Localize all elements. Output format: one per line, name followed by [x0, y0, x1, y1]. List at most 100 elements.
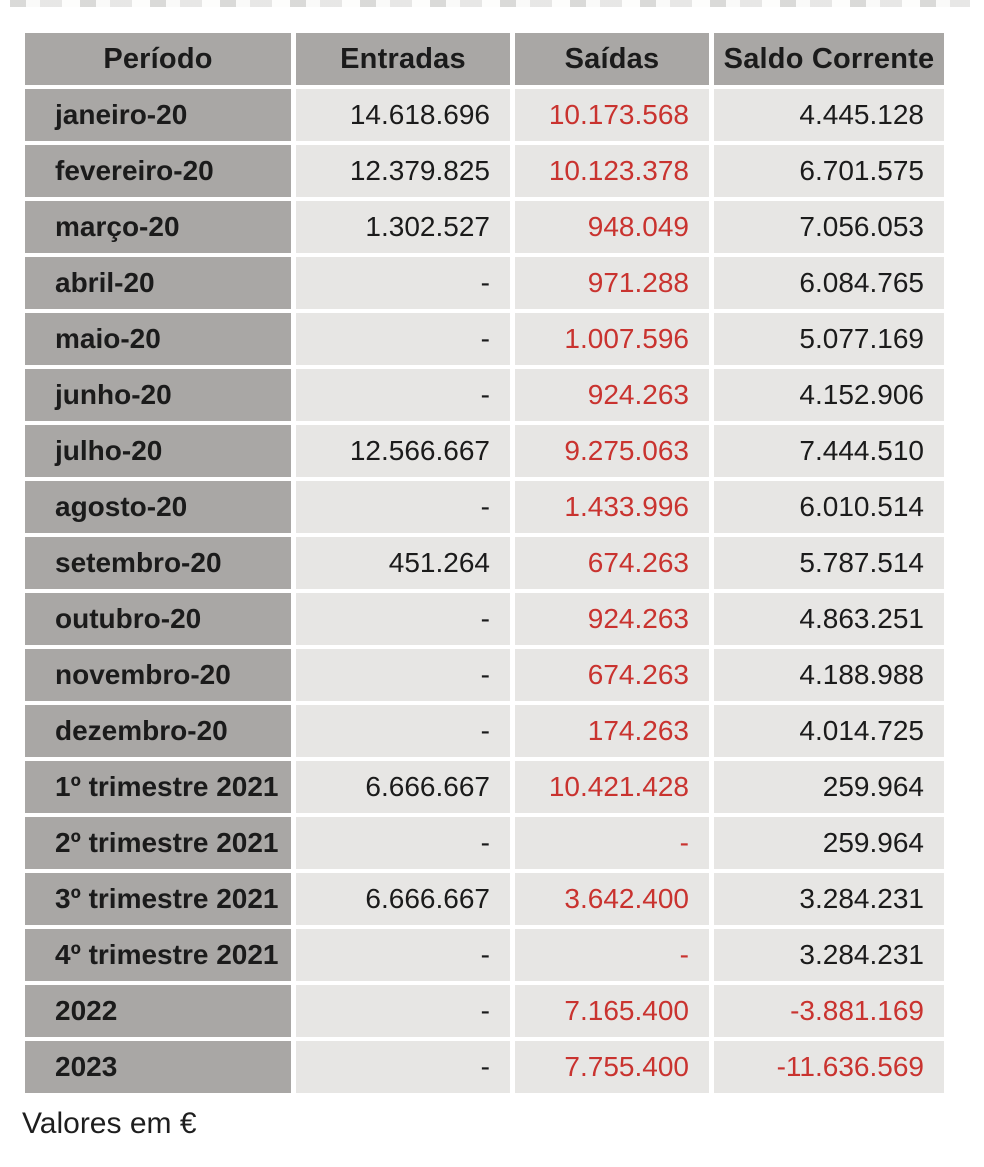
header-row: Período Entradas Saídas Saldo Corrente: [25, 33, 944, 85]
saidas-cell: 7.755.400: [515, 1041, 709, 1093]
saldo-cell: 4.152.906: [714, 369, 944, 421]
entradas-cell: -: [296, 593, 510, 645]
saidas-cell: 1.007.596: [515, 313, 709, 365]
table-row: março-20 1.302.527 948.049 7.056.053: [25, 201, 944, 253]
saidas-cell: 924.263: [515, 369, 709, 421]
table-header: Período Entradas Saídas Saldo Corrente: [25, 33, 944, 85]
saidas-cell: 10.173.568: [515, 89, 709, 141]
table-row: 4º trimestre 2021- -3.284.231: [25, 929, 944, 981]
saldo-cell: 259.964: [714, 761, 944, 813]
table-row: fevereiro-20 12.379.825 10.123.378 6.701.57…: [25, 145, 944, 197]
saidas-cell: 3.642.400: [515, 873, 709, 925]
table-row: janeiro-20 14.618.696 10.173.568 4.445.128: [25, 89, 944, 141]
table-row: 2º trimestre 2021- -259.964: [25, 817, 944, 869]
period-cell: 2º trimestre 2021: [25, 817, 291, 869]
saldo-cell: 3.284.231: [714, 929, 944, 981]
entradas-cell: -: [296, 313, 510, 365]
table-row: outubro-20-924.263 4.863.251: [25, 593, 944, 645]
saidas-cell: 971.288: [515, 257, 709, 309]
period-cell: 4º trimestre 2021: [25, 929, 291, 981]
table-row: julho-20 12.566.667 9.275.063 7.444.510: [25, 425, 944, 477]
saidas-cell: -: [515, 817, 709, 869]
saldo-cell: 4.014.725: [714, 705, 944, 757]
saldo-cell: 4.188.988: [714, 649, 944, 701]
entradas-cell: -: [296, 929, 510, 981]
table-row: abril-20-971.288 6.084.765: [25, 257, 944, 309]
saldo-cell: 4.445.128: [714, 89, 944, 141]
saidas-cell: 1.433.996: [515, 481, 709, 533]
column-header-saidas: Saídas: [515, 33, 709, 85]
table-row: agosto-20-1.433.996 6.010.514: [25, 481, 944, 533]
saldo-cell: 5.787.514: [714, 537, 944, 589]
saidas-cell: 924.263: [515, 593, 709, 645]
entradas-cell: -: [296, 649, 510, 701]
table-row: junho-20-924.263 4.152.906: [25, 369, 944, 421]
entradas-cell: 6.666.667: [296, 873, 510, 925]
entradas-cell: -: [296, 985, 510, 1037]
table-row: setembro-20 451.264 674.263 5.787.514: [25, 537, 944, 589]
saldo-cell: 7.056.053: [714, 201, 944, 253]
entradas-cell: -: [296, 1041, 510, 1093]
table-row: novembro-20-674.263 4.188.988: [25, 649, 944, 701]
period-cell: 2022: [25, 985, 291, 1037]
period-cell: setembro-20: [25, 537, 291, 589]
period-cell: dezembro-20: [25, 705, 291, 757]
saldo-cell: 5.077.169: [714, 313, 944, 365]
saidas-cell: 674.263: [515, 649, 709, 701]
saldo-cell: 6.701.575: [714, 145, 944, 197]
saidas-cell: 10.421.428: [515, 761, 709, 813]
period-cell: agosto-20: [25, 481, 291, 533]
entradas-cell: -: [296, 481, 510, 533]
entradas-cell: 14.618.696: [296, 89, 510, 141]
saidas-cell: 7.165.400: [515, 985, 709, 1037]
saidas-cell: -: [515, 929, 709, 981]
saldo-cell: 6.084.765: [714, 257, 944, 309]
period-cell: maio-20: [25, 313, 291, 365]
entradas-cell: -: [296, 817, 510, 869]
period-cell: outubro-20: [25, 593, 291, 645]
period-cell: fevereiro-20: [25, 145, 291, 197]
entradas-cell: -: [296, 369, 510, 421]
entradas-cell: 12.379.825: [296, 145, 510, 197]
period-cell: 2023: [25, 1041, 291, 1093]
entradas-cell: 1.302.527: [296, 201, 510, 253]
saldo-cell: 7.444.510: [714, 425, 944, 477]
saldo-cell: 259.964: [714, 817, 944, 869]
cash-flow-table: Período Entradas Saídas Saldo Corrente j…: [20, 29, 949, 1097]
period-cell: novembro-20: [25, 649, 291, 701]
period-cell: julho-20: [25, 425, 291, 477]
entradas-cell: 12.566.667: [296, 425, 510, 477]
saidas-cell: 174.263: [515, 705, 709, 757]
table-row: maio-20-1.007.596 5.077.169: [25, 313, 944, 365]
column-header-saldo-corrente: Saldo Corrente: [714, 33, 944, 85]
column-header-periodo: Período: [25, 33, 291, 85]
saidas-cell: 10.123.378: [515, 145, 709, 197]
saidas-cell: 674.263: [515, 537, 709, 589]
entradas-cell: 451.264: [296, 537, 510, 589]
table-row: 3º trimestre 2021 6.666.667 3.642.400 3.284…: [25, 873, 944, 925]
entradas-cell: -: [296, 257, 510, 309]
saldo-cell: 6.010.514: [714, 481, 944, 533]
period-cell: março-20: [25, 201, 291, 253]
saldo-cell: -3.881.169: [714, 985, 944, 1037]
table-body: janeiro-20 14.618.696 10.173.568 4.445.128 f…: [25, 89, 944, 1093]
period-cell: junho-20: [25, 369, 291, 421]
period-cell: janeiro-20: [25, 89, 291, 141]
period-cell: 1º trimestre 2021: [25, 761, 291, 813]
table-row: 1º trimestre 2021 6.666.667 10.421.428 259.…: [25, 761, 944, 813]
saidas-cell: 9.275.063: [515, 425, 709, 477]
period-cell: 3º trimestre 2021: [25, 873, 291, 925]
table-row: 2022-7.165.400 -3.881.169: [25, 985, 944, 1037]
table-row: dezembro-20-174.263 4.014.725: [25, 705, 944, 757]
saldo-cell: 4.863.251: [714, 593, 944, 645]
entradas-cell: -: [296, 705, 510, 757]
table-row: 2023-7.755.400 -11.636.569: [25, 1041, 944, 1093]
entradas-cell: 6.666.667: [296, 761, 510, 813]
column-header-entradas: Entradas: [296, 33, 510, 85]
period-cell: abril-20: [25, 257, 291, 309]
cropped-text-artifact: [10, 0, 970, 7]
saldo-cell: -11.636.569: [714, 1041, 944, 1093]
saidas-cell: 948.049: [515, 201, 709, 253]
saldo-cell: 3.284.231: [714, 873, 944, 925]
values-unit-note: Valores em €: [22, 1107, 197, 1140]
